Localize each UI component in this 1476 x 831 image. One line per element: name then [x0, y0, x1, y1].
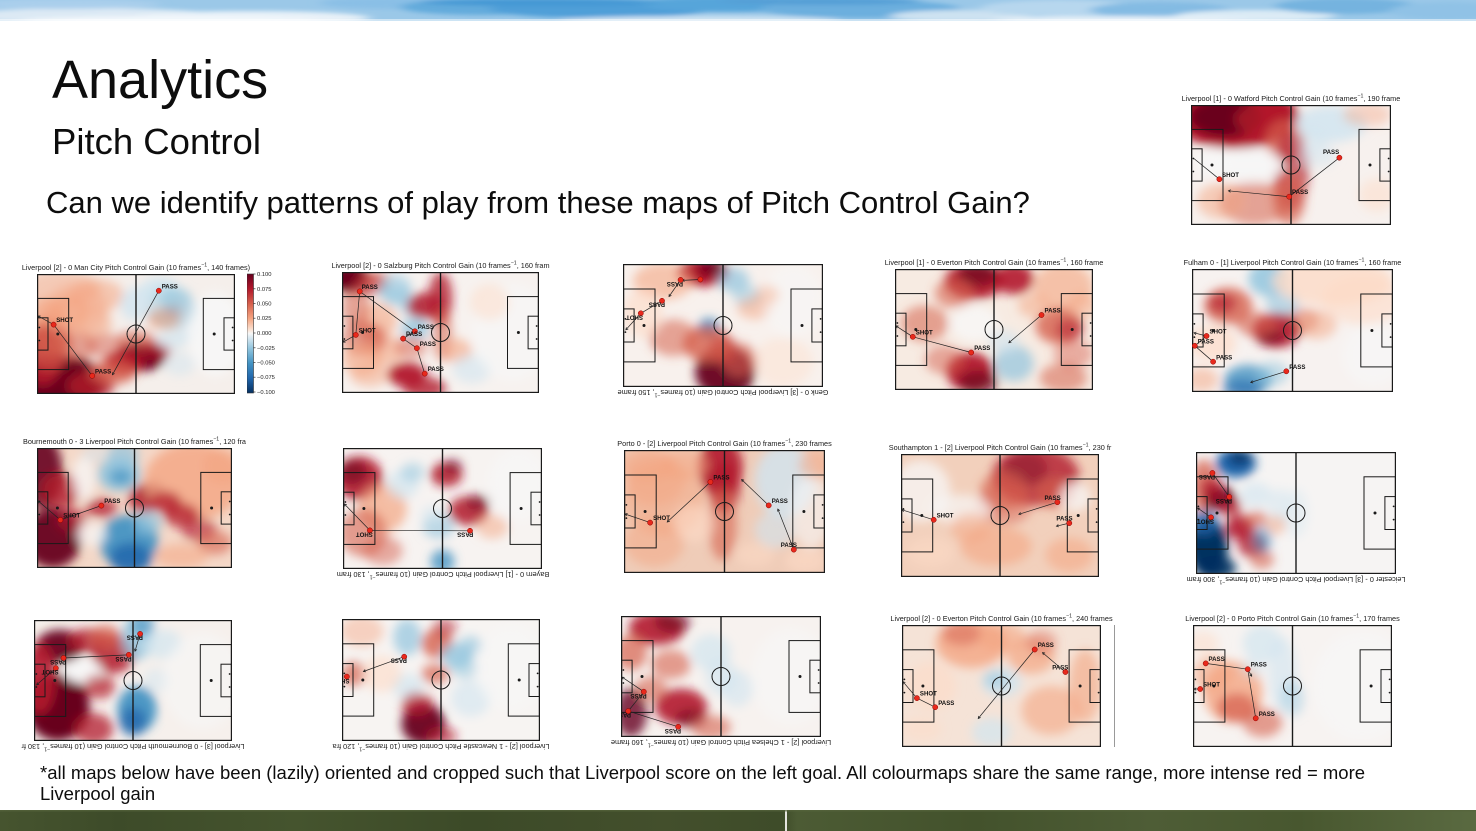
svg-text:0.075: 0.075 [257, 287, 272, 293]
svg-text:PASS: PASS [665, 727, 681, 734]
svg-text:PASS: PASS [1323, 149, 1339, 156]
svg-text:SHOT: SHOT [359, 328, 376, 335]
svg-text:SHOT: SHOT [916, 329, 933, 336]
svg-text:SHOT: SHOT [1222, 172, 1239, 179]
svg-text:SHOT: SHOT [1197, 518, 1214, 525]
svg-text:PASS: PASS [1292, 189, 1308, 196]
svg-text:SHOT: SHOT [920, 691, 937, 698]
svg-text:SHOT: SHOT [342, 677, 350, 684]
svg-text:PASS: PASS [418, 324, 434, 331]
svg-text:PASS: PASS [1045, 495, 1061, 502]
svg-text:PASS: PASS [50, 658, 66, 665]
svg-text:PASS: PASS [115, 655, 131, 662]
svg-text:PASS: PASS [1056, 516, 1072, 523]
svg-text:SHOT: SHOT [1210, 329, 1227, 336]
svg-text:PASS: PASS [621, 711, 631, 718]
svg-text:PASS: PASS [1251, 662, 1267, 669]
svg-text:PASS: PASS [1216, 354, 1232, 361]
svg-text:−0.025: −0.025 [257, 346, 275, 352]
svg-text:SHOT: SHOT [653, 515, 670, 522]
svg-text:PASS: PASS [938, 700, 954, 707]
svg-text:PASS: PASS [667, 280, 683, 287]
svg-text:−0.050: −0.050 [257, 361, 275, 367]
svg-text:SHOT: SHOT [1203, 682, 1220, 689]
svg-text:PASS: PASS [1209, 656, 1225, 663]
svg-text:PASS: PASS [104, 498, 120, 505]
svg-text:PASS: PASS [1216, 497, 1232, 504]
svg-text:0.100: 0.100 [257, 272, 272, 278]
svg-text:PASS: PASS [974, 345, 990, 352]
svg-text:PASS: PASS [457, 531, 473, 538]
svg-text:PASS: PASS [1199, 473, 1215, 480]
svg-text:PASS: PASS [362, 284, 378, 291]
svg-text:PASS: PASS [162, 283, 178, 290]
svg-text:0.025: 0.025 [257, 316, 272, 322]
svg-text:0.050: 0.050 [257, 302, 272, 308]
svg-text:PASS: PASS [391, 657, 407, 664]
svg-text:−0.075: −0.075 [257, 375, 275, 381]
svg-text:PASS: PASS [1052, 665, 1068, 672]
svg-text:PASS: PASS [772, 498, 788, 505]
svg-text:PASS: PASS [1038, 642, 1054, 649]
svg-text:PASS: PASS [127, 634, 143, 641]
svg-text:PASS: PASS [420, 341, 436, 348]
svg-text:SHOT: SHOT [626, 314, 643, 321]
svg-text:PASS: PASS [428, 366, 444, 373]
svg-text:PASS: PASS [1045, 308, 1061, 315]
svg-text:SHOT: SHOT [356, 531, 373, 538]
svg-text:PASS: PASS [1289, 364, 1305, 371]
svg-text:PASS: PASS [649, 301, 665, 308]
svg-text:PASS: PASS [95, 369, 111, 376]
svg-text:PASS: PASS [713, 475, 729, 482]
svg-text:PASS: PASS [630, 692, 646, 699]
svg-text:SHOT: SHOT [56, 317, 73, 324]
svg-text:PASS: PASS [406, 331, 422, 338]
svg-text:SHOT: SHOT [41, 668, 58, 675]
svg-text:SHOT: SHOT [63, 513, 80, 520]
svg-text:−0.100: −0.100 [257, 390, 275, 396]
svg-text:PASS: PASS [1198, 338, 1214, 345]
svg-text:PASS: PASS [1259, 711, 1275, 718]
svg-text:PASS: PASS [781, 542, 797, 549]
svg-text:0.000: 0.000 [257, 331, 272, 337]
svg-text:SHOT: SHOT [937, 512, 954, 519]
